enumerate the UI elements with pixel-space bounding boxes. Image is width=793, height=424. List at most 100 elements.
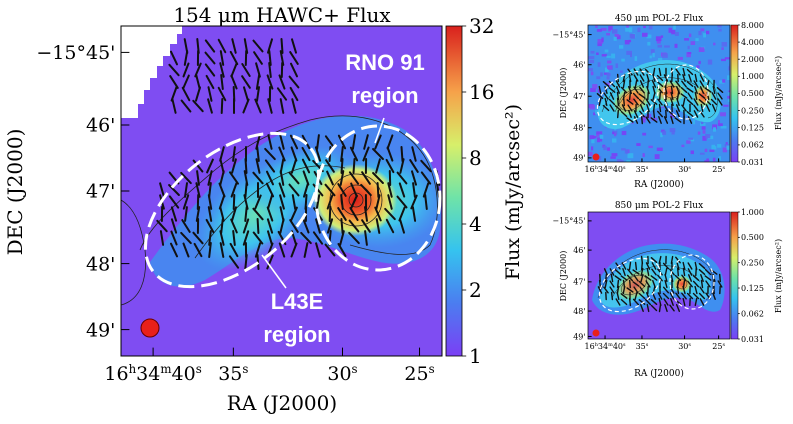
polarization-vector bbox=[290, 146, 298, 162]
noise-speckle bbox=[701, 119, 704, 125]
polarization-vector bbox=[348, 219, 360, 233]
polarization-vector bbox=[255, 74, 261, 90]
polarization-vector bbox=[396, 195, 408, 209]
noise-speckle bbox=[724, 144, 729, 147]
noise-speckle bbox=[657, 44, 662, 48]
polarization-vector bbox=[628, 109, 632, 119]
polarization-vector bbox=[676, 104, 680, 112]
polarization-vector bbox=[628, 261, 632, 271]
y-tick-label: 49' bbox=[573, 154, 585, 163]
noise-speckle bbox=[621, 130, 627, 136]
l43e-region-word: region bbox=[263, 322, 330, 347]
polarization-vector bbox=[634, 261, 638, 271]
polarization-vector bbox=[156, 219, 168, 233]
polarization-vector bbox=[652, 109, 656, 119]
rno91-region-word: region bbox=[351, 83, 418, 108]
polarization-vector bbox=[602, 80, 610, 88]
polarization-vector bbox=[622, 268, 626, 276]
polarization-vector bbox=[621, 104, 627, 112]
polarization-vector bbox=[634, 79, 638, 89]
polarization-vector bbox=[693, 110, 699, 118]
noise-speckle bbox=[599, 135, 604, 139]
polarization-vector bbox=[699, 80, 705, 88]
polarization-vector bbox=[711, 104, 717, 112]
polarization-vector bbox=[676, 304, 680, 312]
colorbar-tick-label: 1.000 bbox=[741, 72, 764, 81]
polarization-vector bbox=[717, 280, 723, 288]
panel850-colorbar bbox=[730, 211, 739, 340]
colorbar-tick-label: 4.000 bbox=[741, 38, 764, 47]
noise-speckle bbox=[612, 130, 618, 135]
noise-speckle bbox=[661, 53, 668, 58]
polarization-vector bbox=[650, 99, 658, 105]
polarization-vector bbox=[641, 115, 643, 125]
noise-speckle bbox=[642, 132, 647, 136]
noise-speckle bbox=[724, 57, 730, 60]
noise-speckle bbox=[687, 52, 692, 55]
polarization-vector bbox=[699, 86, 705, 94]
main-colorbar-label: Flux (mJy/arcsec²) bbox=[502, 104, 524, 280]
polarization-vector bbox=[694, 297, 698, 307]
noise-speckle bbox=[597, 39, 604, 44]
polarization-vector bbox=[350, 182, 358, 198]
polarization-vector bbox=[645, 98, 651, 106]
l43e-label: L43E bbox=[271, 289, 324, 314]
polarization-vector bbox=[662, 262, 670, 270]
polarization-vector bbox=[372, 172, 384, 184]
polarization-vector bbox=[638, 93, 646, 99]
noise-speckle bbox=[620, 70, 623, 73]
panel850-colorbar-label: Flux (mJy/arcsec²) bbox=[774, 239, 783, 313]
polarization-vector bbox=[616, 291, 620, 301]
polarization-vector bbox=[411, 146, 417, 162]
noise-speckle bbox=[723, 104, 729, 107]
noise-speckle bbox=[624, 149, 629, 154]
polarization-vector bbox=[669, 292, 675, 300]
main-title: 154 μm HAWC+ Flux bbox=[173, 3, 391, 27]
polarization-vector bbox=[399, 218, 405, 234]
panel850-y-axis-label: DEC (J2000) bbox=[559, 251, 568, 302]
noise-speckle bbox=[596, 132, 600, 137]
polarization-vector bbox=[711, 92, 717, 100]
panel450-y-ticks: −15°45' 46' 47' 48' 49' bbox=[552, 30, 592, 163]
polarization-vector bbox=[633, 86, 639, 94]
polarization-vector bbox=[385, 158, 395, 174]
polarization-vector bbox=[217, 86, 227, 102]
noise-speckle bbox=[642, 153, 645, 157]
noise-speckle bbox=[605, 67, 609, 73]
panel450-x-axis-label: RA (J2000) bbox=[634, 179, 684, 190]
polarization-vector bbox=[244, 206, 248, 222]
polarization-vector bbox=[608, 98, 616, 106]
colorbar-tick-label: 2 bbox=[469, 278, 482, 302]
polarization-vector bbox=[231, 38, 237, 54]
x-tick-label: 16h34m40s bbox=[104, 362, 201, 385]
noise-speckle bbox=[636, 143, 641, 146]
noise-speckle bbox=[726, 145, 730, 150]
noise-speckle bbox=[615, 35, 621, 40]
polarization-vector bbox=[253, 51, 263, 65]
polarization-vector bbox=[266, 170, 274, 186]
polarization-vector bbox=[627, 268, 633, 276]
polarization-vector bbox=[682, 285, 686, 295]
polarization-vector bbox=[674, 274, 682, 282]
polarization-vector bbox=[682, 261, 686, 271]
polarization-vector bbox=[676, 91, 680, 101]
polarization-vector bbox=[205, 74, 215, 90]
polarization-vector bbox=[632, 269, 640, 275]
polarization-vector bbox=[230, 62, 238, 78]
polarization-vector bbox=[710, 98, 718, 106]
x-tick-label: 30s bbox=[327, 362, 357, 385]
polarization-vector bbox=[699, 286, 705, 294]
polarization-vector bbox=[686, 111, 694, 117]
polarization-vector bbox=[276, 87, 288, 101]
x-tick-label: 35s bbox=[636, 165, 649, 174]
colorbar-tick-label: 0.500 bbox=[741, 233, 764, 242]
polarization-vector bbox=[680, 86, 688, 94]
polarization-vector bbox=[609, 268, 615, 276]
polarization-vector bbox=[279, 218, 285, 234]
polarization-vector bbox=[278, 242, 286, 258]
polarization-vector bbox=[646, 103, 650, 113]
main-map bbox=[121, 26, 442, 356]
polarization-vector bbox=[712, 85, 716, 95]
polarization-vector bbox=[664, 304, 668, 312]
noise-speckle bbox=[692, 119, 696, 125]
